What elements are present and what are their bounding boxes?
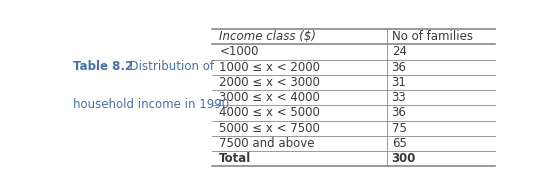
Text: 1000 ≤ x < 2000: 1000 ≤ x < 2000: [219, 61, 320, 74]
Text: 5000 ≤ x < 7500: 5000 ≤ x < 7500: [219, 122, 320, 135]
Text: Distribution of: Distribution of: [123, 60, 215, 73]
Text: 31: 31: [392, 76, 406, 89]
Text: 300: 300: [392, 152, 416, 165]
Text: household income in 1990: household income in 1990: [73, 98, 230, 111]
Text: No of families: No of families: [392, 30, 473, 43]
Text: 7500 and above: 7500 and above: [219, 137, 315, 150]
Text: 65: 65: [392, 137, 406, 150]
Text: 33: 33: [392, 91, 406, 104]
Text: Income class ($): Income class ($): [219, 30, 316, 43]
Text: 36: 36: [392, 61, 406, 74]
Text: 2000 ≤ x < 3000: 2000 ≤ x < 3000: [219, 76, 320, 89]
Text: <1000: <1000: [219, 45, 259, 58]
Text: 4000 ≤ x < 5000: 4000 ≤ x < 5000: [219, 107, 320, 119]
Text: Total: Total: [219, 152, 252, 165]
Text: Table 8.2: Table 8.2: [73, 60, 134, 73]
Text: 75: 75: [392, 122, 406, 135]
Text: 3000 ≤ x < 4000: 3000 ≤ x < 4000: [219, 91, 320, 104]
Text: 24: 24: [392, 45, 407, 58]
Text: 36: 36: [392, 107, 406, 119]
